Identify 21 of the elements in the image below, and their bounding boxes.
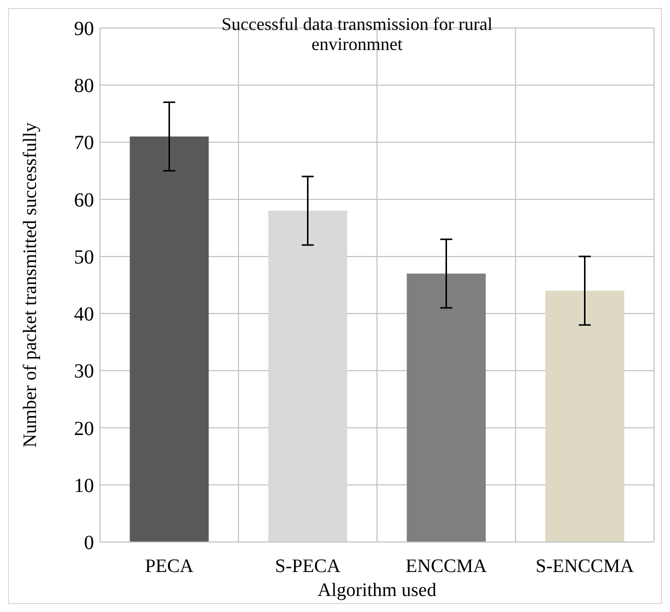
x-axis-title: Algorithm used: [318, 580, 437, 601]
x-tick-label: S-ENCCMA: [536, 556, 634, 577]
y-axis-title: Number of packet transmitted successfully: [20, 122, 41, 448]
y-tick-label: 30: [74, 360, 94, 383]
y-tick-label: 90: [74, 18, 94, 40]
y-tick-label: 20: [74, 418, 94, 440]
y-tick-label: 80: [74, 75, 94, 98]
x-tick-label: ENCCMA: [406, 556, 488, 577]
x-tick-label: PECA: [144, 556, 194, 577]
bar: [545, 290, 624, 542]
x-tick-label: S-PECA: [275, 556, 341, 577]
y-tick-label: 50: [74, 246, 94, 268]
y-tick-label: 10: [74, 474, 94, 497]
y-tick-label: 0: [84, 532, 94, 554]
y-tick-label: 40: [74, 304, 94, 326]
chart-title: Successful data transmission for rural environmnet: [222, 14, 492, 54]
bar: [130, 136, 209, 542]
bar: [268, 210, 348, 542]
y-tick-label: 60: [74, 189, 94, 212]
y-tick-label: 70: [74, 132, 94, 154]
bar: [406, 274, 486, 542]
